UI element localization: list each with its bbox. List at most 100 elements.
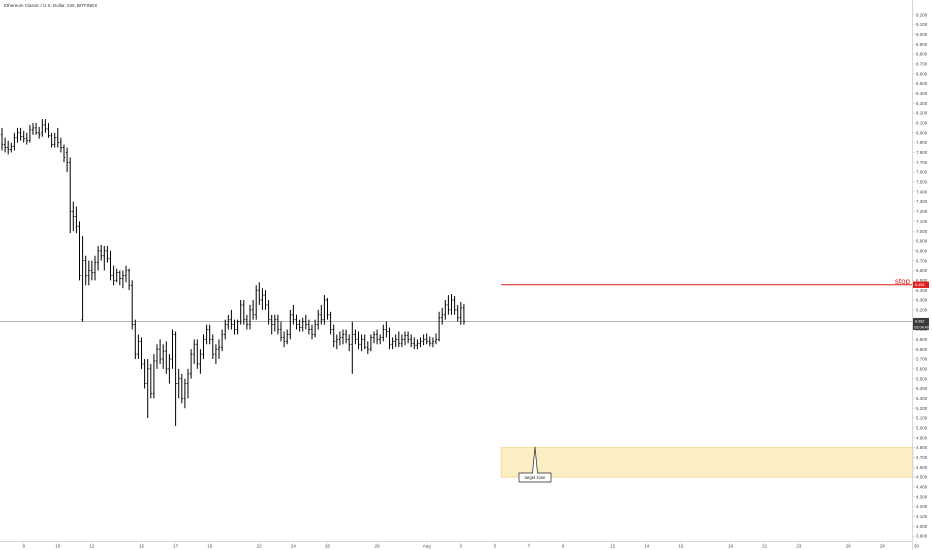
ohlc-bar [211,334,214,360]
ohlc-bar [295,314,298,330]
ohlc-bar [84,255,87,286]
ohlc-bar [180,373,183,404]
ohlc-bar [425,333,428,345]
ohlc-bar [245,314,249,330]
ohlc-bar [50,132,53,148]
ohlc-bar [205,324,208,345]
y-tick-label: 7.500 [916,180,928,185]
ohlc-bar [22,130,25,143]
ohlc-bar [289,309,292,340]
last-price-value: 6.082 [915,320,925,324]
ohlc-bar [344,329,348,344]
ohlc-bar [366,341,369,355]
ohlc-bar [372,331,376,344]
ohlc-bar [394,334,397,348]
y-tick-label: 3.900 [916,534,928,539]
ohlc-bar [78,221,81,281]
ohlc-bar [124,265,128,283]
ohlc-bar [208,324,211,345]
price-bars [0,119,466,426]
ohlc-bar [75,206,78,234]
ohlc-bar [19,127,22,141]
y-tick-label: 9.100 [916,22,928,27]
ohlc-bar [413,337,416,350]
ohlc-bar [326,298,329,320]
ohlc-bar [131,280,134,330]
ohlc-bar [13,132,16,151]
ohlc-bar [38,126,41,139]
x-tick-label: 22 [257,544,263,549]
y-tick-label: 4.300 [916,494,928,499]
ohlc-bar [56,127,59,148]
x-tick-label: 23 [796,544,802,549]
y-tick-label: 5.500 [916,376,928,381]
y-tick-label: 8.200 [916,111,928,116]
y-tick-label: 4.500 [916,475,928,480]
ohlc-bar [369,334,373,352]
ohlc-bar [434,333,438,345]
ohlc-bar [193,339,196,364]
y-tick-label: 4.700 [916,455,928,460]
x-tick-label: 21 [762,544,768,549]
ohlc-bar [202,334,205,360]
ohlc-bar [171,329,174,369]
ohlc-bar [103,245,106,271]
y-tick-label: 4.900 [916,435,928,440]
ohlc-bar [96,245,100,271]
ohlc-bar [0,127,4,151]
ohlc-bar [127,268,131,291]
ohlc-bar [214,344,218,364]
ohlc-bar [354,329,357,345]
ohlc-bar [34,122,38,135]
ohlc-bar [397,331,400,348]
y-tick-label: 8.600 [916,71,928,76]
y-tick-label: 8.300 [916,101,928,106]
ohlc-bar [267,300,270,325]
ohlc-bar [230,309,233,330]
x-tick-label: 16 [678,544,684,549]
x-tick-label: 10 [55,544,61,549]
last-price-badge [913,317,929,330]
target-zone-callout[interactable] [518,446,552,483]
y-tick-label: 8.100 [916,121,928,126]
ohlc-bar [410,334,413,348]
ohlc-bar [403,331,407,346]
y-tick-label: 5.100 [916,416,928,421]
ohlc-bar [199,349,202,374]
x-tick-label: 12 [89,544,95,549]
x-tick-label: 14 [644,544,650,549]
x-tick-label: 17 [173,544,179,549]
ohlc-bar [16,127,19,143]
ohlc-bar [65,147,69,173]
ohlc-bar [106,245,109,263]
stop-label: stop [895,277,911,286]
ohlc-bar [121,270,125,289]
ohlc-bar [25,132,28,145]
ohlc-bar [93,255,97,281]
ohlc-bar [338,331,342,346]
ohlc-bar [261,288,264,310]
time-axis[interactable]: 8 10 12 15 17 19 22 24 26 29 Aug 3 5 7 9 12 14 16 19 21 23 26… [22,541,919,549]
ohlc-bar [137,334,140,360]
ohlc-bar [400,334,404,348]
ohlc-bar [453,296,456,315]
y-tick-label: 8.400 [916,91,928,96]
price-axis[interactable]: 9.200 9.100 9.000 8.900 8.800 8.700 8.600 8.500… [913,12,928,539]
ohlc-bar [100,244,103,261]
ohlc-bar [307,319,311,335]
ohlc-bar [335,334,338,350]
ohlc-bar [196,339,199,369]
stop-price-value: 6.455 [915,283,925,287]
ohlc-bar [385,321,388,338]
y-tick-label: 8.900 [916,42,928,47]
ohlc-bar [109,250,112,281]
ohlc-bar [44,119,47,133]
x-tick-label: 9 [562,544,565,549]
ohlc-bar [47,122,50,138]
ohlc-bar [258,282,261,305]
ohlc-bar [459,301,462,325]
y-tick-label: 7.400 [916,189,928,194]
ohlc-bar [391,337,394,350]
ohlc-bar [406,331,410,344]
